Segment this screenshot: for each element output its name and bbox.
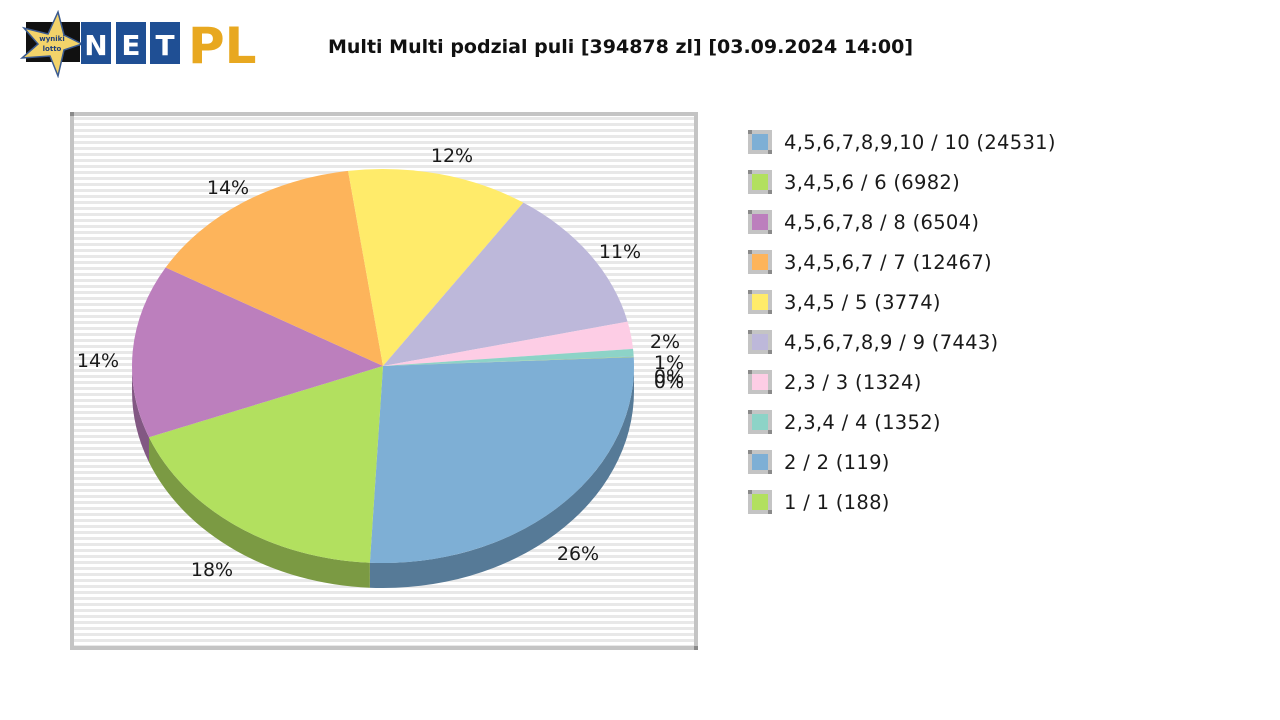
pie-slice[interactable]: [383, 202, 628, 366]
legend-label: 2,3 / 3 (1324): [784, 370, 922, 394]
pie-percent-label: 11%: [599, 241, 641, 263]
legend-swatch: [748, 250, 772, 274]
chart-title: Multi Multi podzial puli [394878 zl] [03…: [328, 36, 914, 58]
pie-slice[interactable]: [383, 348, 634, 366]
netpl-logo[interactable]: wyniki lotto N E T PL: [19, 9, 265, 79]
legend-label: 3,4,5 / 5 (3774): [784, 290, 941, 314]
frame-left: [70, 112, 74, 650]
pie-percent-label: 14%: [77, 350, 119, 372]
star-text-2: lotto: [43, 45, 62, 53]
legend-label: 4,5,6,7,8 / 8 (6504): [784, 210, 980, 234]
legend-swatch: [748, 210, 772, 234]
logo-letter-e: E: [121, 29, 140, 62]
pie-percent-label: 0%: [654, 366, 684, 388]
legend-item[interactable]: 2,3 / 3 (1324): [748, 362, 1056, 402]
pie-sides: [132, 366, 634, 589]
pie-labels: 26% 18% 14% 14% 12% 11% 2%1%0%0%: [77, 145, 684, 581]
legend-item[interactable]: 2,3,4 / 4 (1352): [748, 402, 1056, 442]
frame-corner: [70, 112, 74, 116]
legend-item[interactable]: 4,5,6,7,8,9 / 9 (7443): [748, 322, 1056, 362]
pie-percent-label: 14%: [207, 177, 249, 199]
pie-percent-label: 12%: [431, 145, 473, 167]
pie-slices: [132, 169, 634, 564]
pie-slice[interactable]: [165, 170, 383, 366]
pie-slice[interactable]: [348, 169, 524, 366]
logo-letter-t: T: [155, 29, 174, 62]
legend-label: 3,4,5,6,7 / 7 (12467): [784, 250, 992, 274]
legend-swatch: [748, 410, 772, 434]
frame-top: [70, 112, 698, 116]
pie-slice-side: [148, 437, 370, 588]
pie-slice-side: [369, 366, 634, 589]
legend-swatch: [748, 130, 772, 154]
logo-tile-t: [150, 22, 180, 64]
pie-chart-svg: 26% 18% 14% 14% 12% 11% 2%1%0%0%: [70, 112, 698, 650]
chart-legend: 4,5,6,7,8,9,10 / 10 (24531) 3,4,5,6 / 6 …: [748, 122, 1056, 522]
legend-swatch: [748, 490, 772, 514]
legend-label: 2,3,4 / 4 (1352): [784, 410, 941, 434]
legend-label: 1 / 1 (188): [784, 490, 890, 514]
pie-percent-label: 18%: [191, 559, 233, 581]
logo-letter-n: N: [84, 29, 107, 62]
logo-graphic: wyniki lotto N E T PL: [19, 9, 257, 79]
star-icon: [19, 9, 84, 79]
pie-slice[interactable]: [148, 366, 383, 563]
legend-item[interactable]: 4,5,6,7,8 / 8 (6504): [748, 202, 1056, 242]
legend-swatch: [748, 170, 772, 194]
legend-swatch: [748, 450, 772, 474]
pie-slice[interactable]: [383, 321, 634, 366]
pie-slice-side: [132, 366, 149, 463]
pie-slice[interactable]: [383, 356, 634, 366]
legend-item[interactable]: 2 / 2 (119): [748, 442, 1056, 482]
frame-right: [694, 112, 698, 650]
legend-item[interactable]: 4,5,6,7,8,9,10 / 10 (24531): [748, 122, 1056, 162]
pie-slice[interactable]: [132, 267, 383, 438]
legend-label: 2 / 2 (119): [784, 450, 890, 474]
legend-item[interactable]: 3,4,5,6 / 6 (6982): [748, 162, 1056, 202]
legend-label: 4,5,6,7,8,9,10 / 10 (24531): [784, 130, 1056, 154]
legend-item[interactable]: 3,4,5 / 5 (3774): [748, 282, 1056, 322]
legend-label: 4,5,6,7,8,9 / 9 (7443): [784, 330, 999, 354]
star-text-1: wyniki: [39, 35, 64, 43]
legend-label: 3,4,5,6 / 6 (6982): [784, 170, 961, 194]
frame-corner: [694, 646, 698, 650]
logo-pl: PL: [188, 17, 257, 75]
legend-swatch: [748, 370, 772, 394]
logo-tile-e: [116, 22, 146, 64]
pie-percent-label: 1%: [654, 352, 684, 374]
legend-item[interactable]: 3,4,5,6,7 / 7 (12467): [748, 242, 1056, 282]
logo-tile-n: [81, 22, 111, 64]
pie-slice[interactable]: [369, 357, 634, 564]
legend-item[interactable]: 1 / 1 (188): [748, 482, 1056, 522]
pie-chart-plot: 26% 18% 14% 14% 12% 11% 2% 1% 0% 0%: [70, 112, 698, 650]
pie-percent-label: 2%: [650, 331, 680, 353]
pie-percent-label: 26%: [557, 543, 599, 565]
legend-swatch: [748, 290, 772, 314]
frame-bottom: [70, 646, 698, 650]
legend-swatch: [748, 330, 772, 354]
pie-percent-label: 0%: [654, 371, 684, 393]
pie-slice[interactable]: [383, 356, 634, 366]
